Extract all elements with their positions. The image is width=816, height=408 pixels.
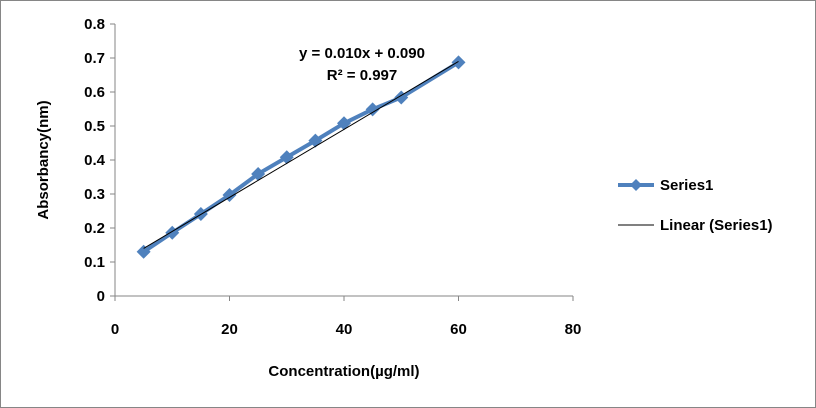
y-tick-label: 0.4: [84, 152, 106, 169]
x-tick-label: 60: [450, 321, 467, 338]
y-tick-label: 0.5: [84, 118, 105, 135]
x-tick-label: 40: [336, 321, 353, 338]
x-axis-label: Concentration(µg/ml): [268, 363, 419, 380]
legend-series1-label: Series1: [660, 177, 713, 194]
series1-point: [365, 102, 380, 117]
series1-point: [451, 55, 466, 70]
series1-point: [222, 188, 237, 203]
trendline-r-squared: R² = 0.997: [327, 67, 397, 84]
axes: 0 0.1 0.2 0.3 0.4 0.5 0.6 0.7 0.8 0 20 40 60 80: [84, 16, 581, 338]
marks: [136, 55, 466, 259]
y-tick-label: 0.2: [84, 220, 105, 237]
trendline-equation: y = 0.010x + 0.090: [299, 45, 425, 62]
series1-point: [394, 90, 409, 105]
y-tick-label: 0.1: [84, 254, 105, 271]
x-tick-label: 0: [111, 321, 119, 338]
legend: Series1 Linear (Series1): [618, 177, 773, 234]
series1-point: [251, 166, 266, 181]
y-tick-label: 0.8: [84, 16, 105, 33]
y-tick-label: 0.3: [84, 186, 105, 203]
legend-trendline-label: Linear (Series1): [660, 217, 773, 234]
y-axis-label: Absorbancy(nm): [35, 100, 52, 219]
series1-point: [136, 244, 151, 259]
x-tick-label: 80: [565, 321, 582, 338]
x-tick-label: 20: [221, 321, 238, 338]
trendline: [143, 60, 459, 249]
legend-series1-marker: [630, 179, 642, 191]
series1-line: [142, 60, 460, 254]
y-tick-label: 0.6: [84, 84, 105, 101]
y-tick-label: 0.7: [84, 50, 105, 67]
y-tick-label: 0: [97, 288, 105, 305]
